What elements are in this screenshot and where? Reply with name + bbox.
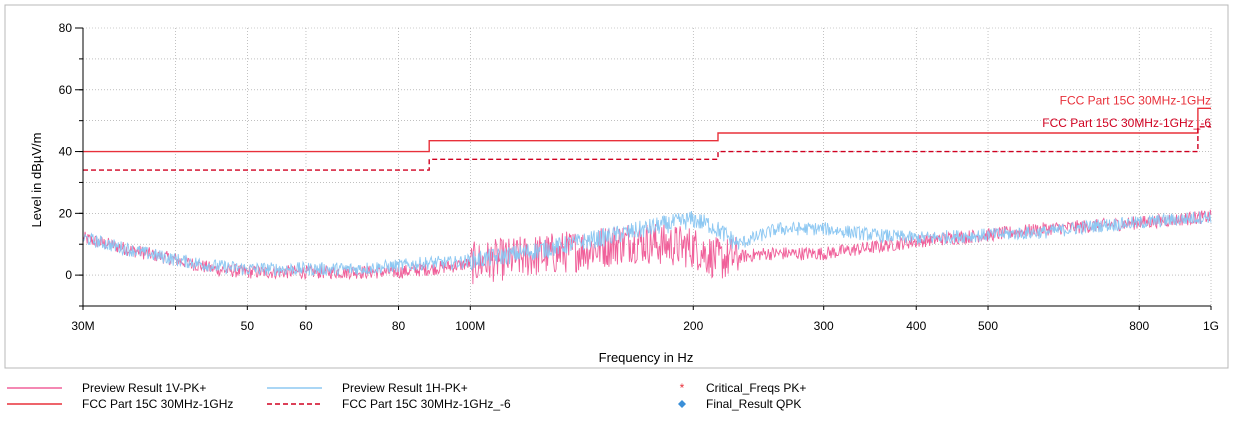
series-3 [83, 126, 1211, 171]
legend-label: Critical_Freqs PK+ [706, 381, 806, 395]
x-tick-label: 300 [814, 319, 834, 333]
legend: Preview Result 1V-PK+ Preview Result 1H-P… [7, 381, 806, 411]
x-tick-label: 200 [683, 319, 703, 333]
x-tick-label: 100M [455, 319, 485, 333]
legend-item: Preview Result 1V-PK+ [7, 381, 206, 395]
legend-item: Final_Result QPK [678, 397, 801, 411]
x-tick-label: 800 [1129, 319, 1149, 333]
y-tick-label: 60 [59, 83, 73, 97]
annotation-layer: FCC Part 15C 30MHz-1GHz FCC Part 15C 30MH… [1042, 93, 1211, 130]
y-axis-label: Level in dBµV/m [29, 133, 44, 228]
x-tick-label: 50 [241, 319, 255, 333]
limit-line-label: FCC Part 15C 30MHz-1GHz_-6 [1042, 116, 1211, 130]
x-tick-label: 500 [978, 319, 998, 333]
y-tick-label: 40 [59, 145, 73, 159]
x-tick-label: 400 [906, 319, 926, 333]
legend-label: Preview Result 1H-PK+ [342, 381, 468, 395]
x-tick-label: 80 [392, 319, 406, 333]
legend-star-icon: * [680, 381, 685, 395]
legend-label: Final_Result QPK [706, 397, 801, 411]
limit-line [83, 126, 1211, 171]
legend-label: Preview Result 1V-PK+ [82, 381, 206, 395]
legend-item: * Critical_Freqs PK+ [680, 381, 807, 395]
x-tick-label: 60 [299, 319, 313, 333]
legend-item: Preview Result 1H-PK+ [267, 381, 468, 395]
y-tick-label: 0 [65, 268, 72, 282]
series-layer [82, 107, 1212, 285]
legend-label: FCC Part 15C 30MHz-1GHz [82, 397, 233, 411]
axis-layer: 30M 50 60 80 100M 200 300 400 500 800 1G 0 20 40 60 80 [59, 21, 1219, 333]
trace-line [82, 210, 1212, 277]
legend-item: FCC Part 15C 30MHz-1GHz [7, 397, 233, 411]
legend-label: FCC Part 15C 30MHz-1GHz_-6 [342, 397, 511, 411]
x-tick-label: 1G [1203, 319, 1219, 333]
legend-diamond-icon [678, 400, 686, 408]
limit-line [83, 107, 1211, 153]
x-axis-label: Frequency in Hz [599, 350, 694, 365]
series-1 [82, 210, 1212, 277]
legend-item: FCC Part 15C 30MHz-1GHz_-6 [267, 397, 511, 411]
x-tick-label: 30M [71, 319, 94, 333]
y-tick-label: 80 [59, 21, 73, 35]
y-tick-label: 20 [59, 206, 73, 220]
limit-line-label: FCC Part 15C 30MHz-1GHz [1060, 93, 1211, 107]
series-2 [83, 107, 1211, 153]
chart-frame [4, 4, 1229, 369]
